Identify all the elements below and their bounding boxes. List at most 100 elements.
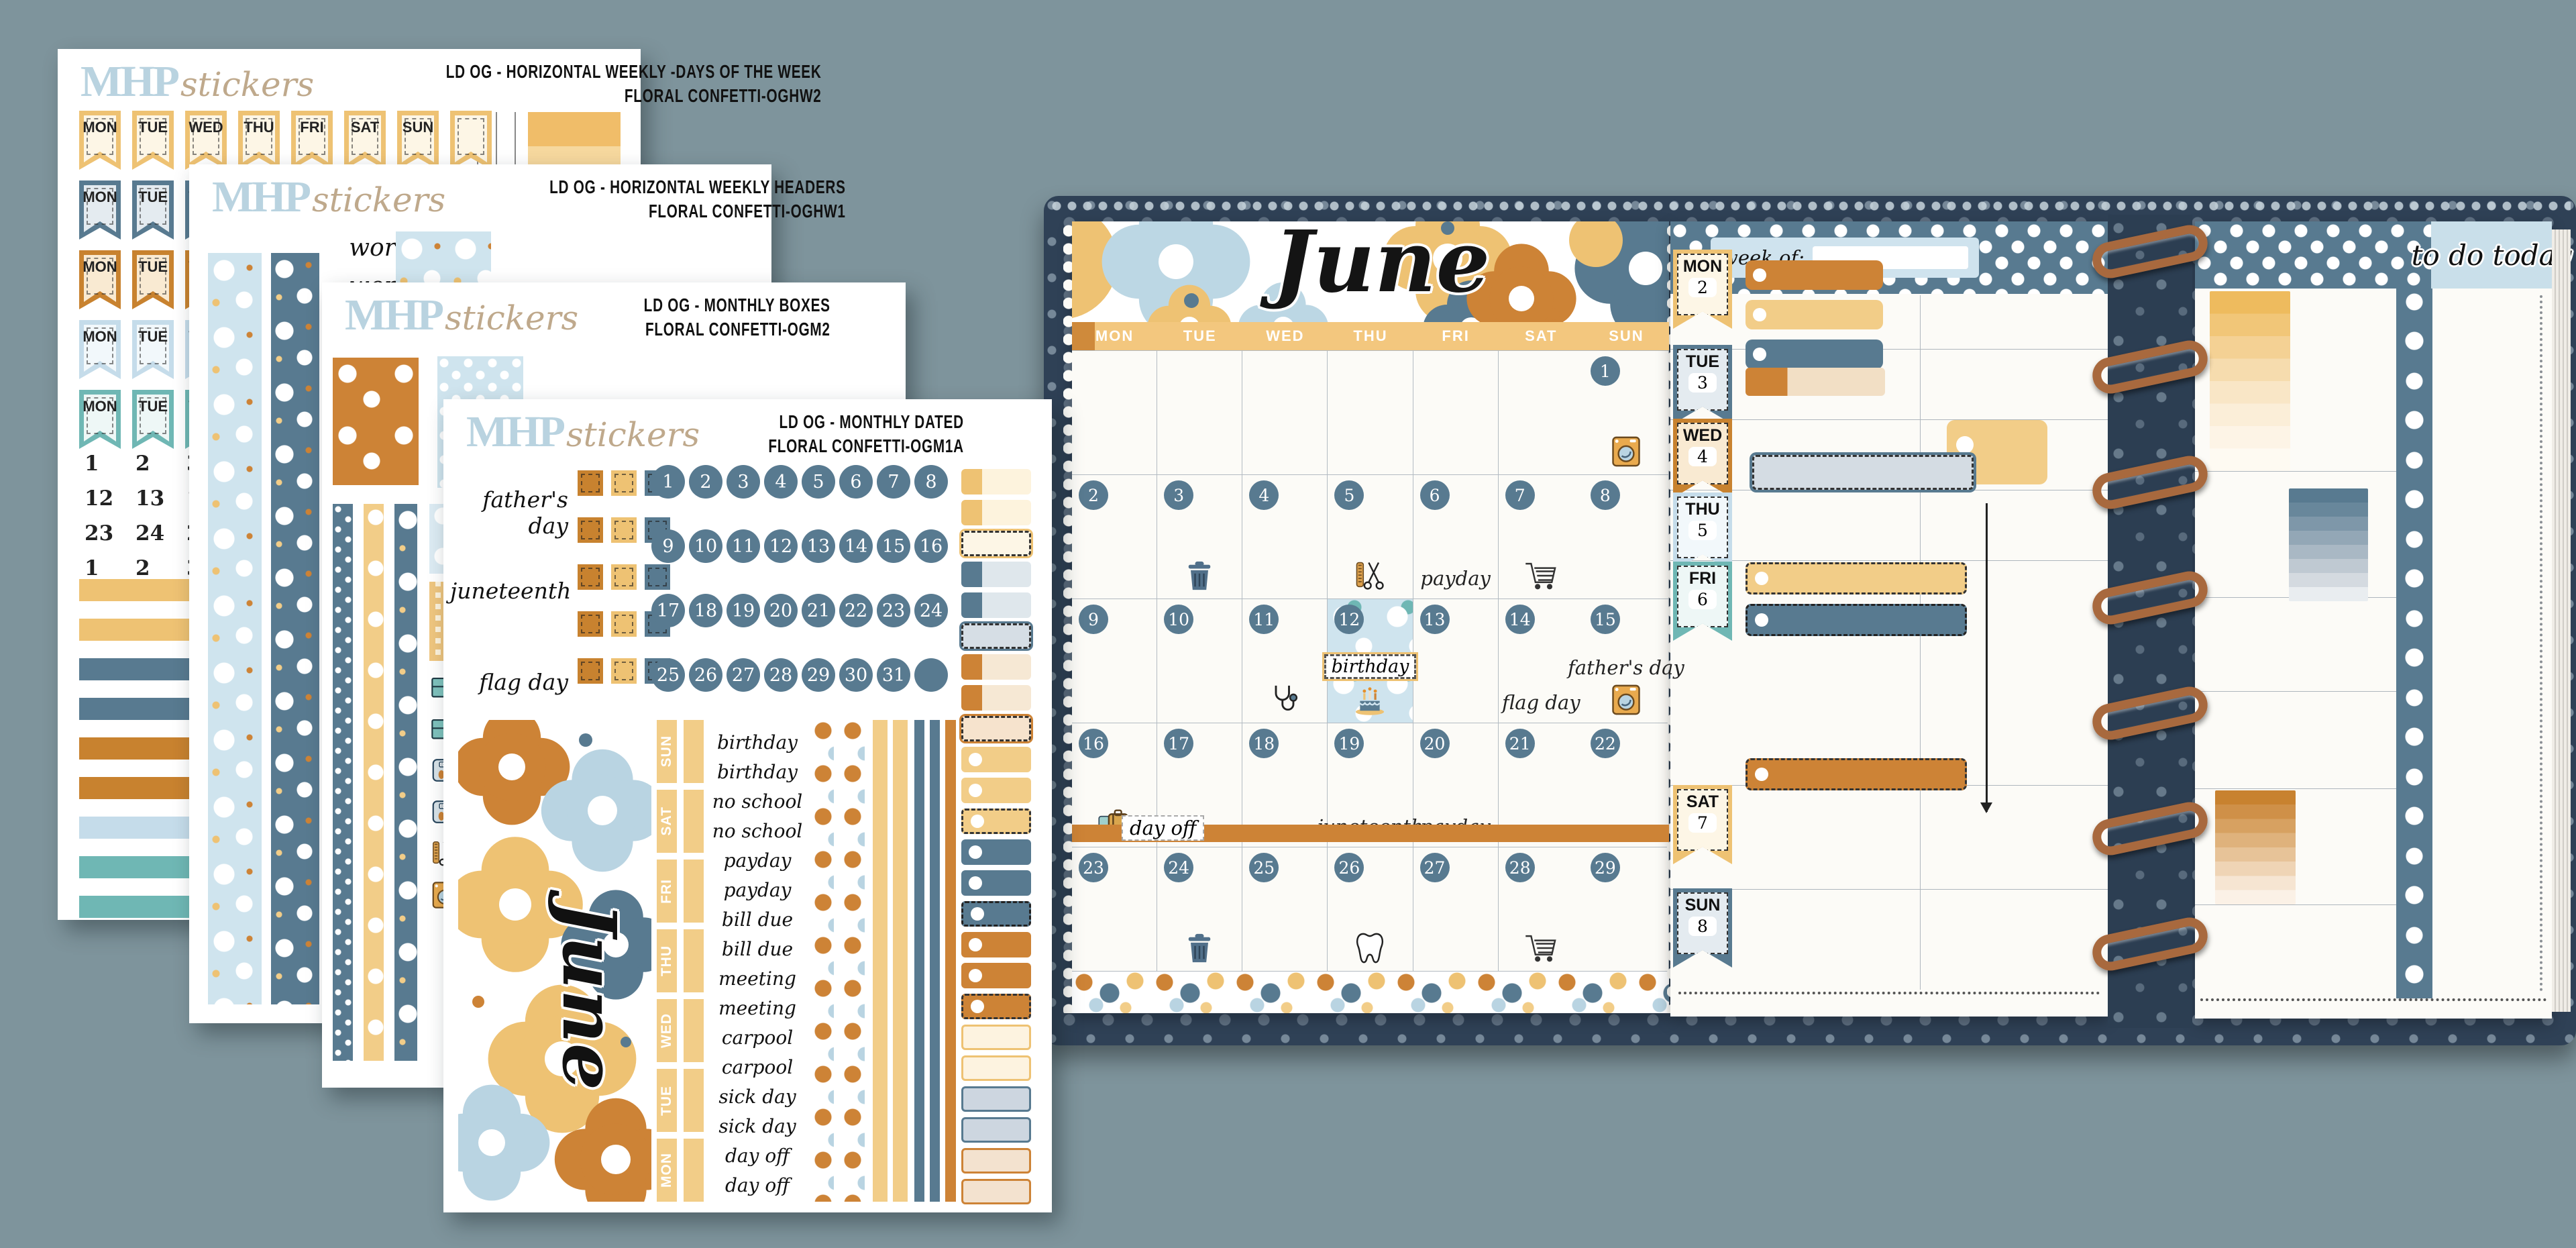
date-sticker: 22 <box>1590 729 1620 758</box>
calendar-day-cell: 18 <box>1242 723 1328 847</box>
date-circle-sticker <box>914 658 948 692</box>
date-circle-sticker: 12 <box>764 529 798 563</box>
day-flag-sticker: TUE <box>132 320 174 379</box>
square-sticker <box>578 470 603 496</box>
checklist-sticker <box>1746 260 1883 290</box>
calendar-day-cell: 15 father's day <box>1568 599 1684 723</box>
checklist-stickers <box>1746 260 1883 369</box>
floral-panel-sticker: June <box>458 720 651 1202</box>
day-strip-sticker <box>684 790 704 853</box>
calendar-day-cell: 13 <box>1413 599 1499 723</box>
date-circle-sticker: 31 <box>877 658 910 692</box>
stethoscope-icon <box>1267 682 1302 717</box>
date-sticker: 26 <box>1334 853 1364 882</box>
square-sticker <box>578 564 603 590</box>
june-script-sticker: June <box>546 901 633 1090</box>
date-circle-sticker: 24 <box>914 594 948 627</box>
tab-day-label: MON <box>1682 257 1723 276</box>
swatch-sticker <box>961 1117 1031 1143</box>
date-sticker: 19 <box>1334 729 1364 758</box>
square-sticker <box>645 564 670 590</box>
calendar-day-cell <box>1498 351 1584 475</box>
square-sticker <box>578 611 603 637</box>
swatch-sticker <box>961 685 1031 711</box>
event-word-sticker: carpool <box>721 1027 794 1049</box>
date-circle-sticker: 23 <box>877 594 910 627</box>
date-number-sticker: 12 <box>85 486 114 511</box>
date-number-sticker: 24 <box>136 521 165 545</box>
day-tab-sticker: MON 2 <box>1673 250 1732 329</box>
square-sticker <box>611 517 637 543</box>
floral-header-art <box>1072 221 1669 322</box>
month-title: June <box>1273 221 1490 311</box>
swatch-sticker <box>961 562 1031 587</box>
date-circle-sticker: 21 <box>802 594 835 627</box>
swatch-sticker <box>961 839 1031 865</box>
square-sticker <box>611 470 637 496</box>
tab-date-label: 4 <box>1688 447 1717 466</box>
tab-day-label: TUE <box>1686 352 1719 371</box>
dashed-checklist-sticker <box>1746 758 1967 790</box>
monthly-page: June MON TUE WED THU FRI SAT SUN <box>1063 221 1684 1013</box>
swatch-sticker <box>961 623 1031 649</box>
day-tab-sticker: SUN 8 <box>1673 888 1732 968</box>
washi-strip <box>811 720 834 1202</box>
dashed-checklist-sticker <box>1746 604 1967 636</box>
date-circle-sticker: 28 <box>764 658 798 692</box>
tab-day-label: SUN <box>1684 896 1721 915</box>
date-sticker: 1 <box>1590 356 1620 386</box>
tab-day-label: THU <box>1685 500 1720 519</box>
square-sticker <box>611 611 637 637</box>
date-number-sticker: 2 <box>136 556 150 580</box>
swatch-sticker <box>961 963 1031 988</box>
cake-icon <box>1352 682 1387 717</box>
day-flag-sticker: SAT <box>344 111 386 170</box>
weekday-label: SUN <box>1609 327 1644 344</box>
calendar-day-cell: 24 <box>1157 847 1243 972</box>
weekday-label: WED <box>1266 327 1305 344</box>
washi-strip <box>841 720 865 1202</box>
weekday-label: MON <box>1095 327 1134 344</box>
day-flag-sticker: MON <box>79 390 121 449</box>
square-sticker <box>578 517 603 543</box>
calendar-day-cell: 9 <box>1072 599 1158 723</box>
date-circle-sticker: 7 <box>877 465 910 499</box>
strip-sticker <box>914 720 924 1202</box>
row-line <box>1670 349 2108 350</box>
swatch-sticker <box>961 1055 1031 1081</box>
day-tab-sticker: TUE 3 <box>1673 345 1732 424</box>
tab-day-label: SAT <box>1686 792 1719 811</box>
day-strip-sticker: THU <box>657 929 677 992</box>
swatch-sticker <box>961 778 1031 803</box>
date-sticker: 20 <box>1419 729 1450 758</box>
gradient-swatch-slate <box>2289 488 2368 601</box>
calendar-day-cell <box>1328 351 1413 475</box>
day-off-strip-sticker: day off <box>1072 815 1669 842</box>
column-line <box>1920 295 1921 990</box>
day-tab-sticker: SAT 7 <box>1673 785 1732 864</box>
sheet-title: LD OG - MONTHLY DATED FLORAL CONFETTI-OGM… <box>768 411 964 457</box>
event-word-sticker: birthday <box>717 761 798 783</box>
two-tone-sticker <box>1746 368 1885 396</box>
day-tab-sticker: WED 4 <box>1673 419 1732 498</box>
calendar-day-cell: 11 <box>1242 599 1328 723</box>
date-sticker: 13 <box>1419 605 1450 634</box>
swatch-sticker <box>961 1179 1031 1204</box>
calendar-day-cell: 8 <box>1583 475 1669 599</box>
event-word-sticker: sick day <box>718 1115 796 1137</box>
date-circle-sticker: 5 <box>802 465 835 499</box>
calendar-day-cell: 7 <box>1498 475 1584 599</box>
to-do-today-label: to do today <box>2412 221 2571 289</box>
date-circle-sticker: 18 <box>689 594 722 627</box>
event-word-sticker: day off <box>724 1174 790 1196</box>
date-number-sticker: 1 <box>85 452 99 476</box>
calendar-day-cell: 2 <box>1072 475 1158 599</box>
date-circle-sticker: 1 <box>651 465 685 499</box>
day-strip-sticker <box>684 929 704 992</box>
dashed-checklist-stickers <box>1746 562 1967 636</box>
cart-icon <box>1523 558 1558 593</box>
washi-strip <box>364 504 384 1061</box>
swatch-sticker <box>961 716 1031 741</box>
washi-strip <box>394 504 417 1061</box>
swatch-sticker <box>961 747 1031 772</box>
